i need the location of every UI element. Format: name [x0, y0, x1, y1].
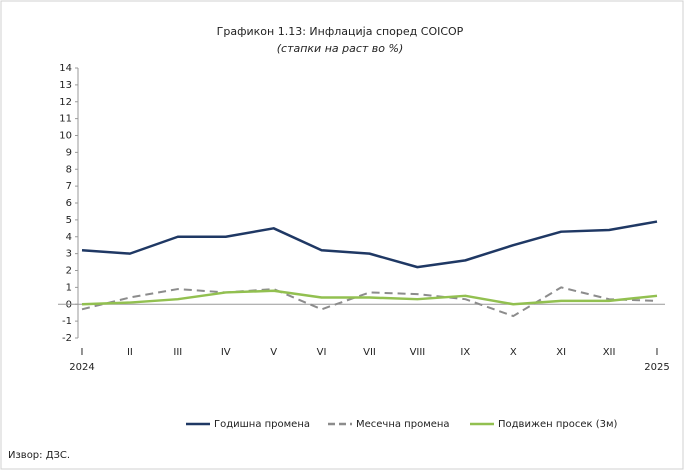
y-tick-label: -1: [62, 316, 72, 327]
x-tick-label: XII: [603, 347, 616, 358]
y-tick-label: 8: [66, 164, 72, 175]
legend-label: Месечна промена: [356, 419, 450, 430]
y-tick-label: 2: [66, 266, 72, 277]
y-tick-label: 3: [66, 249, 72, 260]
x-tick-label: I: [81, 347, 84, 358]
y-tick-label: 6: [66, 198, 72, 209]
chart-subtitle: (стапки на раст во %): [277, 42, 404, 55]
x-tick-label: XI: [556, 347, 566, 358]
y-tick-label: 13: [59, 80, 72, 91]
series-line: [81, 220, 658, 269]
x-tick-label: VII: [363, 347, 376, 358]
y-tick-label: 10: [59, 131, 72, 142]
y-tick-label: 14: [59, 63, 72, 74]
x-tick-label: V: [270, 347, 277, 358]
chart-title: Графикон 1.13: Инфлација според COICOP: [217, 25, 464, 38]
y-tick-label: 1: [66, 282, 72, 293]
x-year-label: 2024: [69, 362, 94, 373]
x-year-label: 2025: [644, 362, 669, 373]
series-line: [81, 289, 658, 306]
x-tick-label: I: [656, 347, 659, 358]
y-tick-label: 7: [66, 181, 72, 192]
series-line: [81, 286, 658, 318]
y-tick-label: 9: [66, 147, 72, 158]
legend-label: Годишна промена: [214, 419, 310, 430]
source: Извор: ДЗС.: [8, 450, 70, 461]
x-tick-label: III: [173, 347, 182, 358]
y-tick-label: 4: [66, 232, 72, 243]
x-tick-label: IX: [460, 347, 470, 358]
x-tick-label: X: [510, 347, 517, 358]
y-tick-label: 5: [66, 215, 72, 226]
y-tick-label: 12: [59, 97, 72, 108]
x-tick-label: VI: [317, 347, 327, 358]
x-tick-label: II: [127, 347, 133, 358]
y-tick-label: 11: [59, 114, 72, 125]
x-tick-label: IV: [221, 347, 231, 358]
y-tick-label: -2: [62, 333, 72, 344]
x-tick-label: VIII: [410, 347, 426, 358]
legend-label: Подвижен просек (3м): [498, 419, 618, 430]
